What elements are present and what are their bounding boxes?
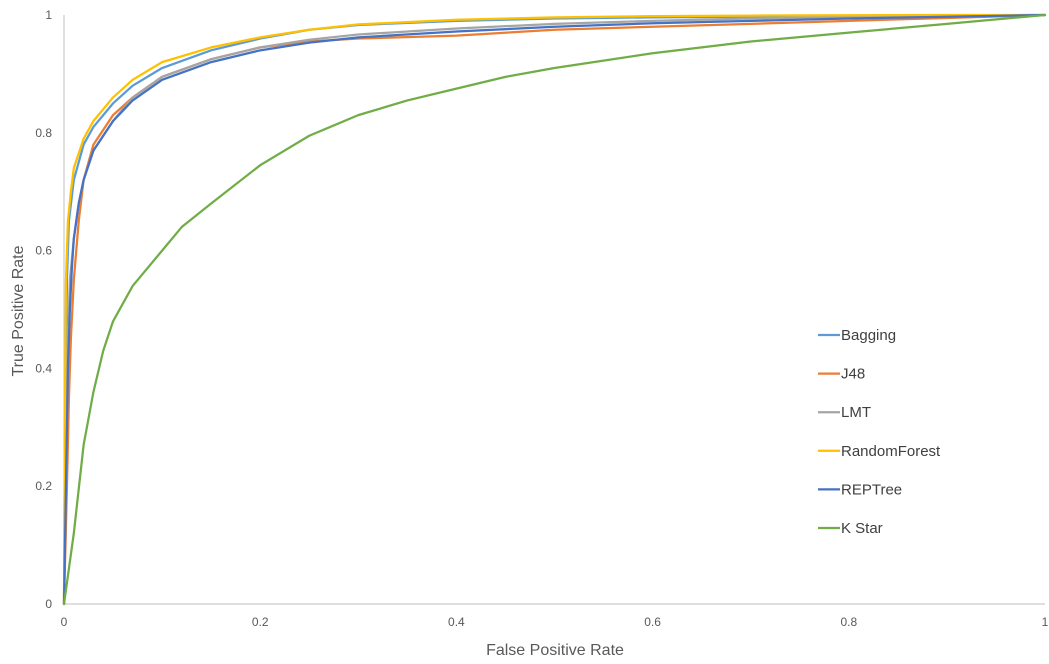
legend-label-reptree: REPTree — [841, 481, 902, 498]
y-tick-label: 0 — [45, 597, 52, 611]
series-line-bagging — [62, 13, 1047, 606]
series-line-j48 — [62, 13, 1047, 606]
x-tick-label: 0.6 — [644, 615, 661, 629]
axes-layer: 0 0.2 0.4 0.6 0.8 1 0 0.2 0.4 0.6 0.8 1 — [35, 8, 1048, 629]
series-layer — [62, 13, 1047, 606]
legend-label-bagging: Bagging — [841, 327, 896, 344]
x-tick-label: 0 — [61, 615, 68, 629]
y-tick-label: 0.8 — [35, 126, 52, 140]
series-line-randomforest — [62, 13, 1047, 606]
x-tick-label: 0.8 — [840, 615, 857, 629]
y-tick-label: 0.2 — [35, 479, 52, 493]
legend-label-lmt: LMT — [841, 404, 871, 421]
x-tick-label: 0.2 — [252, 615, 269, 629]
y-tick-label: 0.6 — [35, 244, 52, 258]
legend-label-randomforest: RandomForest — [841, 443, 941, 460]
series-line-reptree — [62, 13, 1047, 606]
x-axis-title: False Positive Rate — [486, 642, 624, 659]
y-tick-label: 1 — [45, 8, 52, 22]
y-axis-title: True Positive Rate — [10, 245, 27, 376]
legend: Bagging J48 LMT RandomForest REPTree K Star — [818, 327, 941, 537]
y-tick-label: 0.4 — [35, 361, 52, 375]
legend-label-j48: J48 — [841, 366, 865, 383]
series-line-lmt — [62, 13, 1047, 606]
x-tick-label: 1 — [1042, 615, 1049, 629]
series-line-k-star — [62, 13, 1047, 606]
legend-label-k-star: K Star — [841, 520, 883, 537]
x-tick-label: 0.4 — [448, 615, 465, 629]
